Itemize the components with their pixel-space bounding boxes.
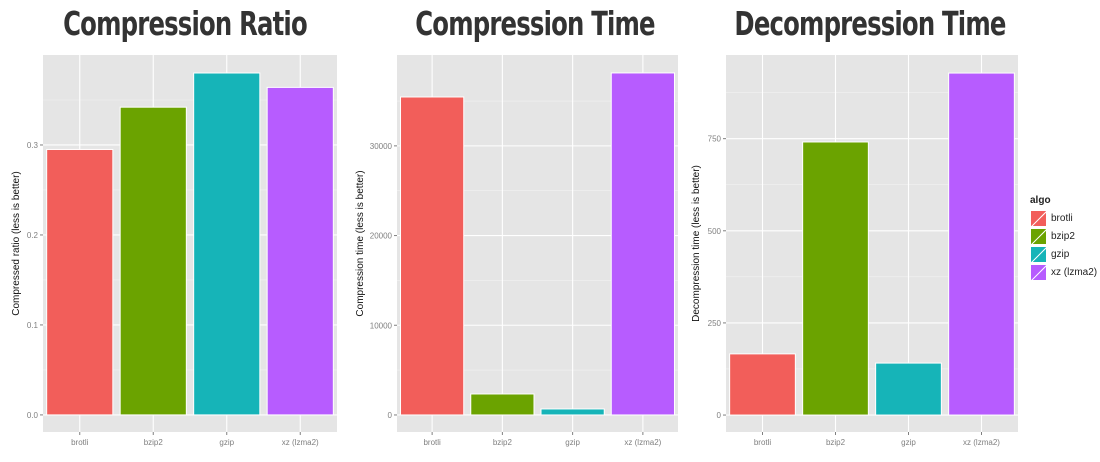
legend-label: xz (lzma2) bbox=[1051, 266, 1098, 278]
bar-gzip bbox=[193, 72, 261, 416]
y-tick-label: 0.3 bbox=[27, 141, 39, 150]
legend-item-gzip: gzip bbox=[1030, 245, 1097, 263]
bar-brotli bbox=[400, 96, 465, 416]
legend-item-xz: xz (lzma2) bbox=[1030, 263, 1097, 281]
x-tick-label: gzip bbox=[901, 438, 916, 447]
legend-item-bzip2: bzip2 bbox=[1030, 227, 1097, 245]
bar-gzip bbox=[875, 362, 942, 416]
chart-title-compression-ratio: Compression Ratio bbox=[63, 4, 308, 43]
x-tick-label: bzip2 bbox=[144, 438, 164, 447]
chart-title-decompression-time: Decompression Time bbox=[734, 4, 1006, 43]
y-tick-label: 0.2 bbox=[27, 231, 39, 240]
legend-label: brotli bbox=[1051, 212, 1073, 224]
x-tick-label: xz (lzma2) bbox=[282, 438, 319, 447]
legend-swatch bbox=[1030, 209, 1047, 227]
x-tick-label: brotli bbox=[71, 438, 89, 447]
bar-xz bbox=[948, 72, 1015, 416]
legend-item-brotli: brotli bbox=[1030, 209, 1097, 227]
y-tick-label: 750 bbox=[708, 135, 722, 144]
y-tick-label: 0.1 bbox=[27, 321, 39, 330]
x-tick-label: xz (lzma2) bbox=[624, 438, 661, 447]
bar-bzip2 bbox=[119, 106, 187, 416]
legend-swatch bbox=[1030, 245, 1047, 263]
legend-swatch bbox=[1030, 263, 1047, 281]
y-axis-title: Compressed ratio (less is better) bbox=[11, 171, 22, 316]
x-tick-label: xz (lzma2) bbox=[963, 438, 1000, 447]
y-tick-label: 500 bbox=[708, 227, 722, 236]
bar-xz bbox=[266, 86, 334, 416]
y-axis-title: Decompression time (less is better) bbox=[691, 165, 702, 322]
y-tick-label: 10000 bbox=[370, 321, 393, 330]
bar-brotli bbox=[46, 148, 114, 416]
bar-gzip bbox=[540, 408, 605, 416]
x-tick-label: bzip2 bbox=[493, 438, 513, 447]
y-tick-label: 20000 bbox=[370, 232, 393, 241]
y-tick-label: 250 bbox=[708, 319, 722, 328]
legend-title: algo bbox=[1030, 195, 1051, 206]
bar-bzip2 bbox=[470, 393, 535, 416]
y-axis-title: Compression time (less is better) bbox=[355, 170, 366, 316]
bar-brotli bbox=[729, 353, 796, 416]
bar-bzip2 bbox=[802, 141, 869, 416]
legend-label: gzip bbox=[1051, 248, 1070, 260]
y-tick-label: 0 bbox=[717, 411, 722, 420]
y-tick-label: 0.0 bbox=[27, 411, 39, 420]
x-tick-label: brotli bbox=[754, 438, 772, 447]
bar-xz bbox=[610, 72, 675, 416]
x-tick-label: brotli bbox=[423, 438, 441, 447]
legend: algo brotli bzip2 gzip xz (lzma2) bbox=[1030, 195, 1097, 281]
legend-label: bzip2 bbox=[1051, 230, 1075, 242]
x-tick-label: bzip2 bbox=[826, 438, 846, 447]
x-tick-label: gzip bbox=[219, 438, 234, 447]
legend-swatch bbox=[1030, 227, 1047, 245]
x-tick-label: gzip bbox=[565, 438, 580, 447]
y-tick-label: 0 bbox=[388, 411, 393, 420]
chart-title-compression-time: Compression Time bbox=[415, 4, 655, 43]
y-tick-label: 30000 bbox=[370, 142, 393, 151]
